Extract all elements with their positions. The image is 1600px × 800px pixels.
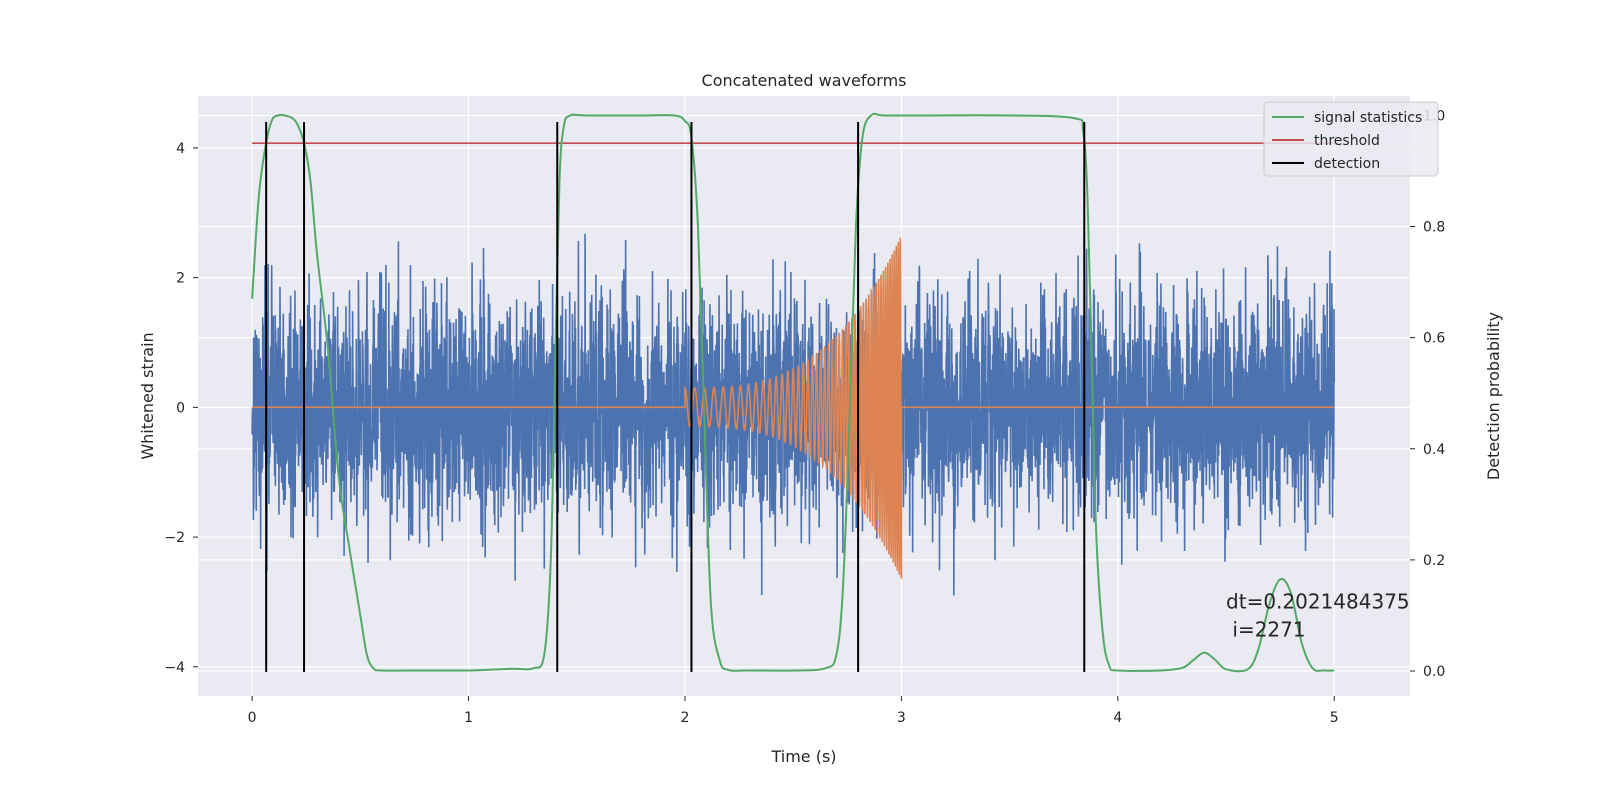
x-tick-label: 5 — [1330, 710, 1339, 726]
y-tick-label: −2 — [164, 530, 185, 546]
y-axis-label: Whitened strain — [138, 332, 157, 459]
x-tick-label: 1 — [464, 710, 473, 726]
y-tick-label: −4 — [164, 660, 185, 676]
legend-label-threshold: threshold — [1314, 133, 1380, 149]
y-tick-label: 4 — [176, 141, 185, 157]
x-axis-label: Time (s) — [770, 747, 836, 766]
y2-tick-label: 0.4 — [1423, 442, 1445, 458]
x-tick-label: 0 — [248, 710, 257, 726]
x-tick-label: 2 — [681, 710, 690, 726]
chart-marks — [251, 112, 1336, 673]
legend-label-signal-statistics: signal statistics — [1314, 110, 1422, 126]
legend-box — [1263, 101, 1439, 177]
annotation: dt=0.2021484375 i=2271 — [1226, 589, 1410, 641]
chart-title: Concatenated waveforms — [702, 71, 907, 90]
y2-tick-label: 0.2 — [1423, 553, 1445, 569]
y2-tick-label: 0.0 — [1423, 664, 1445, 680]
y2-tick-label: 0.6 — [1423, 331, 1445, 347]
legend-label-detection: detection — [1314, 156, 1380, 172]
y2-axis-label: Detection probability — [1484, 312, 1503, 480]
x-tick-label: 3 — [897, 710, 906, 726]
strain-noise-line — [251, 233, 1336, 596]
legend: signal statistics threshold detection — [1263, 101, 1439, 177]
annotation-dt: dt=0.2021484375 — [1226, 589, 1410, 613]
y-tick-label: 0 — [176, 400, 185, 416]
x-tick-label: 4 — [1113, 710, 1122, 726]
annotation-index: i=2271 — [1226, 617, 1306, 641]
signal-statistics-line — [251, 112, 1335, 673]
y-tick-label: 2 — [176, 271, 185, 287]
y2-tick-label: 0.8 — [1423, 220, 1445, 236]
chirp-injection-line — [252, 237, 1335, 579]
